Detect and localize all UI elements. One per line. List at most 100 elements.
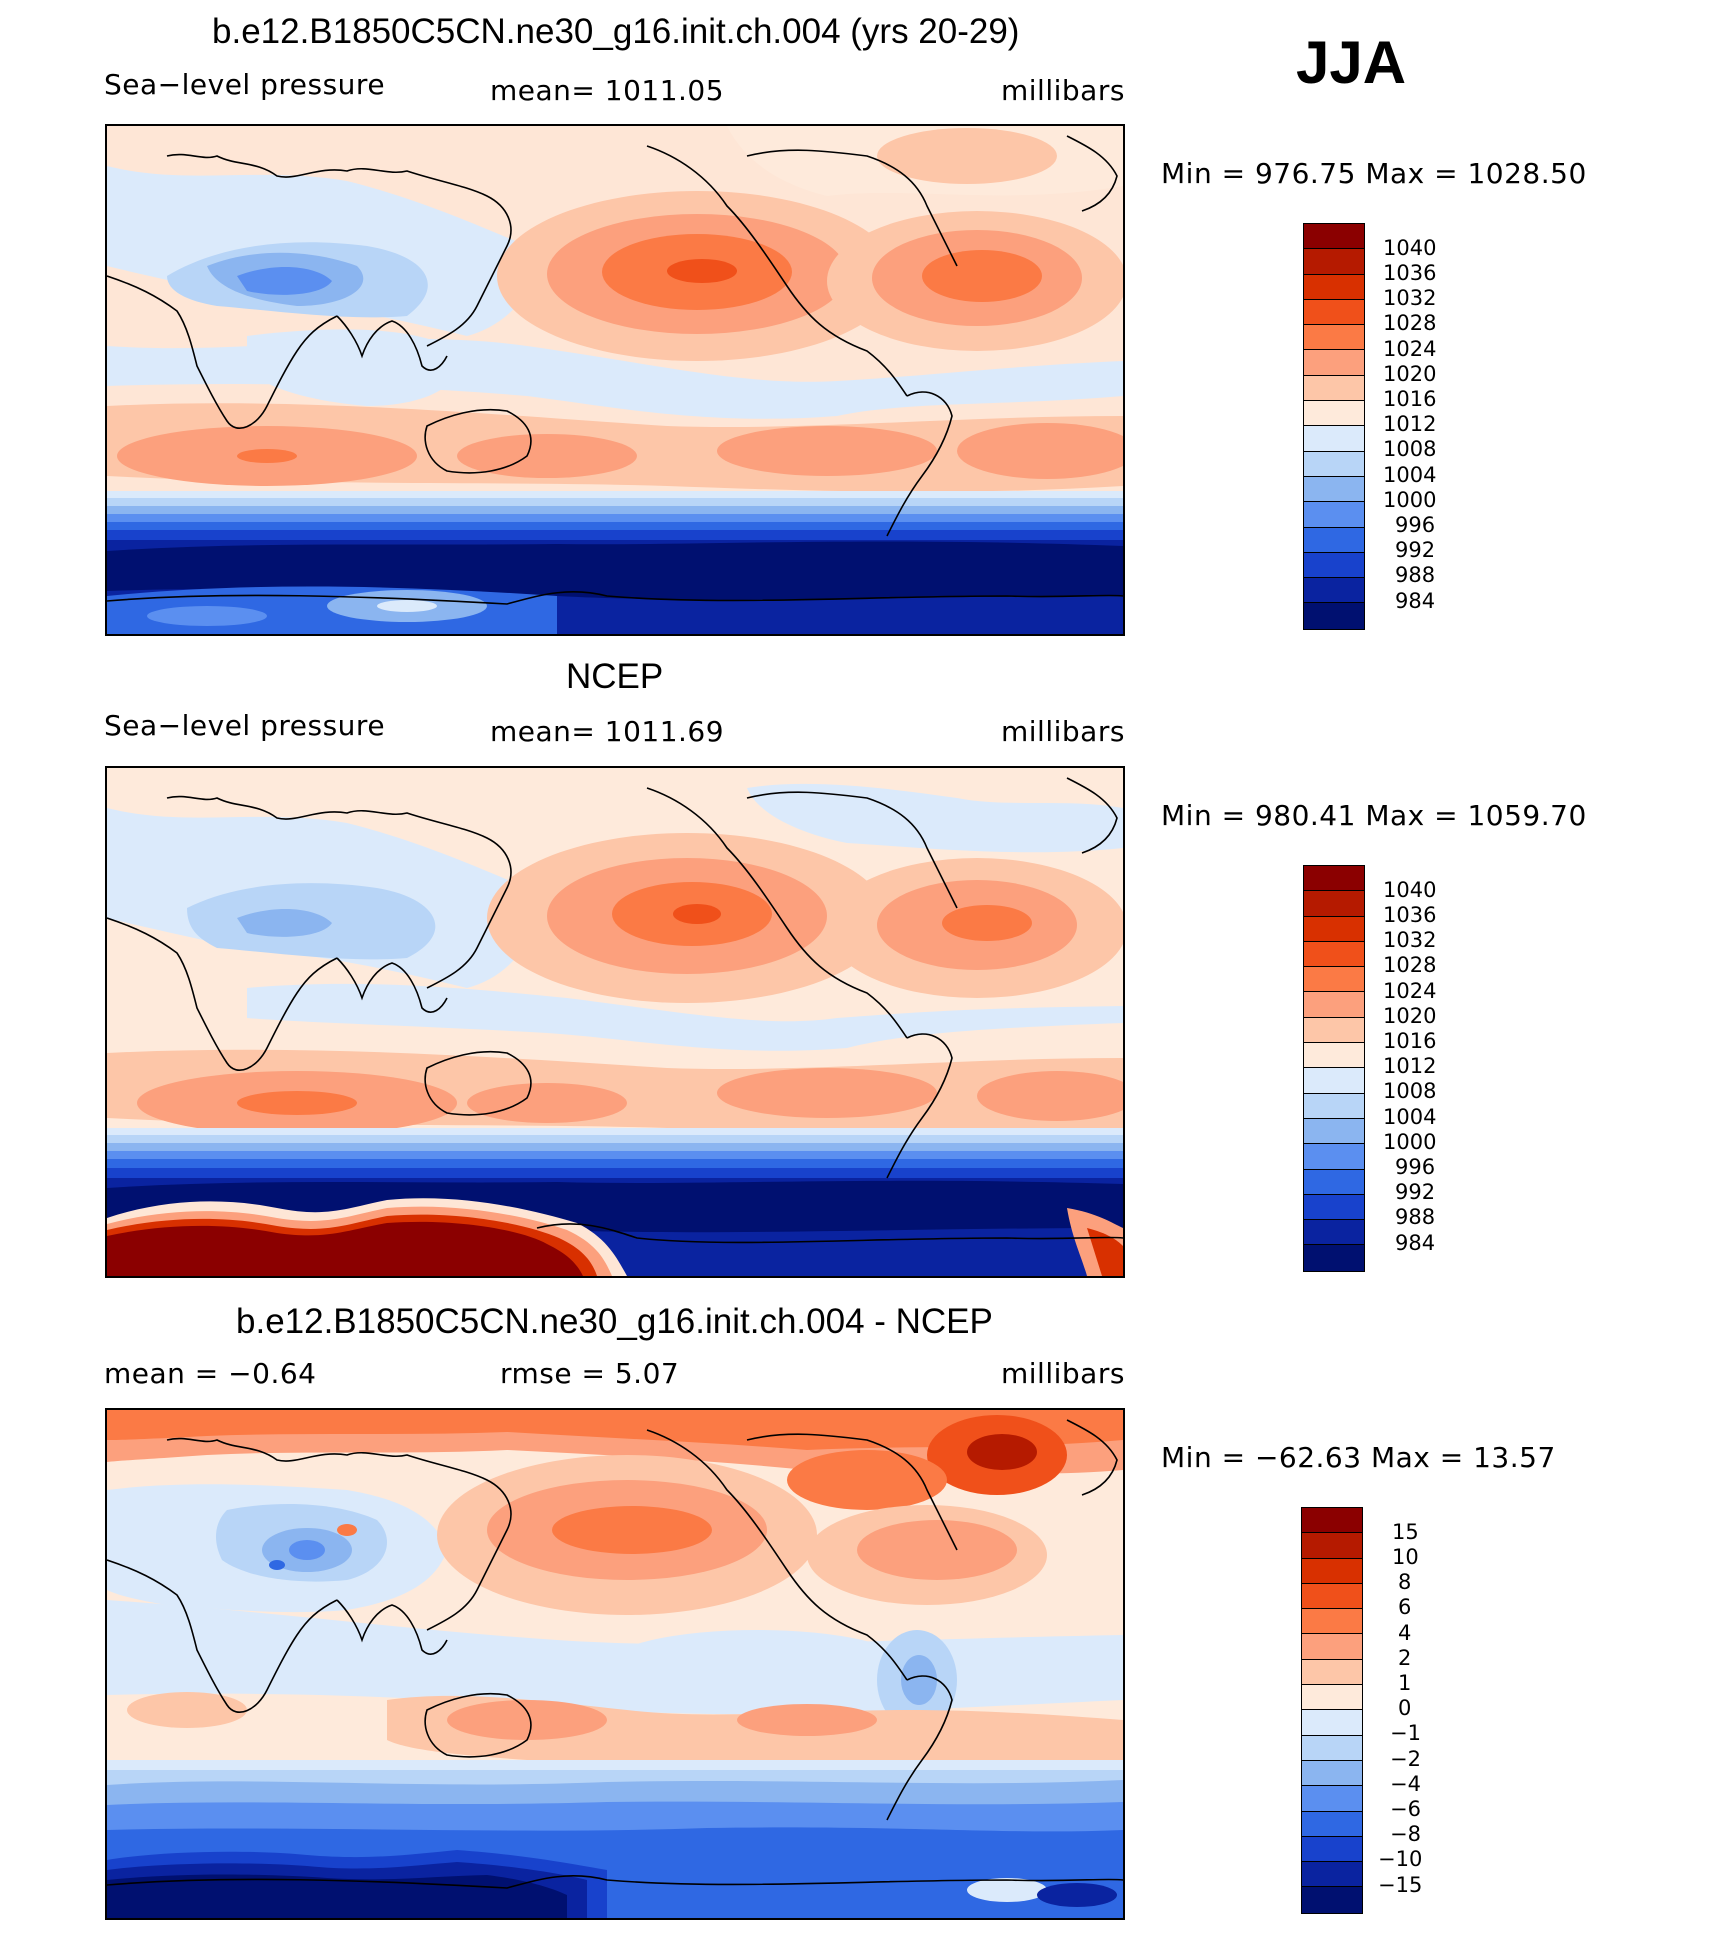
season-label: JJA xyxy=(1296,29,1407,96)
colorbar-tick-label: 1040 xyxy=(1383,878,1437,902)
panel-2-colorbar-swatch xyxy=(1304,1220,1364,1246)
panel-2-mean-label: mean= 1011.69 xyxy=(490,715,725,748)
panel-1-colorbar-swatch xyxy=(1304,350,1364,376)
panel-3-units-label: millibars xyxy=(1001,1357,1125,1390)
panel-1-colorbar xyxy=(1303,223,1365,630)
panel-2-colorbar-swatch xyxy=(1304,866,1364,892)
colorbar-tick-label: 1000 xyxy=(1383,488,1437,512)
colorbar-tick-label: 1016 xyxy=(1383,387,1437,411)
panel-1-mean-label: mean= 1011.05 xyxy=(490,74,725,107)
panel-1-colorbar-swatch xyxy=(1304,502,1364,528)
panel-1-colorbar-swatch xyxy=(1304,299,1364,326)
colorbar-tick-label: 0 xyxy=(1398,1696,1412,1720)
panel-2-variable-label: Sea−level pressure xyxy=(104,709,386,742)
panel-3-colorbar-swatch xyxy=(1302,1710,1362,1736)
panel-3-colorbar-swatch xyxy=(1302,1508,1362,1534)
panel-3-minmax-label: Min = −62.63 Max = 13.57 xyxy=(1161,1441,1556,1474)
panel-2-colorbar-swatch xyxy=(1304,992,1364,1018)
colorbar-tick-label: 1024 xyxy=(1383,979,1437,1003)
panel-3-colorbar-swatch xyxy=(1302,1735,1362,1761)
panel-3-rmse-label: rmse = 5.07 xyxy=(500,1357,680,1390)
panel-3-colorbar-swatch xyxy=(1302,1760,1362,1787)
colorbar-tick-label: 1 xyxy=(1398,1671,1412,1695)
panel-2-colorbar xyxy=(1303,865,1365,1272)
colorbar-tick-label: 1012 xyxy=(1383,1054,1437,1078)
panel-1-colorbar-swatch xyxy=(1304,578,1364,604)
panel-2-colorbar-swatch xyxy=(1304,1043,1364,1069)
panel-3-colorbar xyxy=(1301,1507,1363,1914)
colorbar-tick-label: −6 xyxy=(1390,1797,1421,1821)
panel-2-colorbar-swatch xyxy=(1304,891,1364,917)
colorbar-tick-label: 4 xyxy=(1398,1621,1412,1645)
colorbar-tick-label: 1036 xyxy=(1383,261,1437,285)
panel-3-colorbar-swatch xyxy=(1302,1786,1362,1812)
colorbar-tick-label: −8 xyxy=(1390,1822,1421,1846)
panel-3-colorbar-swatch xyxy=(1302,1583,1362,1610)
colorbar-tick-label: 1016 xyxy=(1383,1029,1437,1053)
colorbar-tick-label: 992 xyxy=(1395,538,1436,562)
panel-1-units-label: millibars xyxy=(1001,74,1125,107)
colorbar-tick-label: 996 xyxy=(1395,1155,1436,1179)
colorbar-tick-label: 1004 xyxy=(1383,463,1437,487)
panel-2-title: NCEP xyxy=(566,657,664,696)
panel-1-colorbar-swatch xyxy=(1304,224,1364,250)
panel-2-colorbar-swatch xyxy=(1304,967,1364,993)
panel-1-colorbar-swatch xyxy=(1304,274,1364,300)
panel-3-contour-map xyxy=(107,1410,1123,1918)
panel-2-colorbar-swatch xyxy=(1304,916,1364,942)
panel-2-colorbar-swatch xyxy=(1304,1194,1364,1221)
panel-1-colorbar-swatch xyxy=(1304,249,1364,275)
panel-1-title: b.e12.B1850C5CN.ne30_g16.init.ch.004 (yr… xyxy=(212,12,1020,51)
colorbar-tick-label: 1036 xyxy=(1383,903,1437,927)
colorbar-tick-label: −2 xyxy=(1390,1747,1421,1771)
panel-2-colorbar-swatch xyxy=(1304,941,1364,968)
colorbar-tick-label: 1028 xyxy=(1383,311,1437,335)
panel-3-colorbar-swatch xyxy=(1302,1685,1362,1711)
colorbar-tick-label: 1024 xyxy=(1383,337,1437,361)
panel-1-contour-map xyxy=(107,126,1123,634)
panel-3-colorbar-swatch xyxy=(1302,1558,1362,1584)
colorbar-tick-label: −10 xyxy=(1378,1847,1423,1871)
panel-3-title: b.e12.B1850C5CN.ne30_g16.init.ch.004 - N… xyxy=(236,1302,993,1341)
panel-3-colorbar-swatch xyxy=(1302,1659,1362,1686)
colorbar-tick-label: 6 xyxy=(1398,1595,1412,1619)
panel-1-map xyxy=(105,124,1125,636)
panel-2-colorbar-swatch xyxy=(1304,1093,1364,1119)
panel-1-colorbar-swatch xyxy=(1304,476,1364,503)
colorbar-tick-label: 1008 xyxy=(1383,1079,1437,1103)
colorbar-tick-label: 1032 xyxy=(1383,286,1437,310)
panel-1-variable-label: Sea−level pressure xyxy=(104,68,386,101)
colorbar-tick-label: −1 xyxy=(1390,1721,1421,1745)
panel-2-colorbar-swatch xyxy=(1304,1068,1364,1094)
colorbar-tick-label: 1012 xyxy=(1383,412,1437,436)
panel-2-minmax-label: Min = 980.41 Max = 1059.70 xyxy=(1161,799,1587,832)
panel-3-colorbar-swatch xyxy=(1302,1533,1362,1559)
colorbar-tick-label: 1020 xyxy=(1383,1004,1437,1028)
colorbar-tick-label: 984 xyxy=(1395,589,1436,613)
panel-1-colorbar-swatch xyxy=(1304,527,1364,553)
colorbar-tick-label: 1040 xyxy=(1383,236,1437,260)
panel-2-colorbar-swatch xyxy=(1304,1245,1364,1271)
panel-1-minmax-label: Min = 976.75 Max = 1028.50 xyxy=(1161,157,1587,190)
colorbar-tick-label: −15 xyxy=(1378,1873,1423,1897)
panel-2-units-label: millibars xyxy=(1001,715,1125,748)
colorbar-tick-label: 2 xyxy=(1398,1646,1412,1670)
panel-3-mean-label: mean = −0.64 xyxy=(104,1357,317,1390)
colorbar-tick-label: 10 xyxy=(1392,1545,1419,1569)
panel-1-colorbar-swatch xyxy=(1304,426,1364,452)
panel-2-contour-map xyxy=(107,768,1123,1276)
colorbar-tick-label: 984 xyxy=(1395,1231,1436,1255)
panel-3-colorbar-swatch xyxy=(1302,1887,1362,1913)
colorbar-tick-label: 1020 xyxy=(1383,362,1437,386)
colorbar-tick-label: 1028 xyxy=(1383,953,1437,977)
panel-2-colorbar-swatch xyxy=(1304,1118,1364,1145)
colorbar-tick-label: 1008 xyxy=(1383,437,1437,461)
panel-2-map xyxy=(105,766,1125,1278)
panel-1-colorbar-swatch xyxy=(1304,401,1364,427)
panel-2-colorbar-swatch xyxy=(1304,1144,1364,1170)
colorbar-tick-label: 8 xyxy=(1398,1570,1412,1594)
panel-3-colorbar-swatch xyxy=(1302,1811,1362,1837)
colorbar-tick-label: 996 xyxy=(1395,513,1436,537)
colorbar-tick-label: 1004 xyxy=(1383,1105,1437,1129)
colorbar-tick-label: −4 xyxy=(1390,1772,1421,1796)
